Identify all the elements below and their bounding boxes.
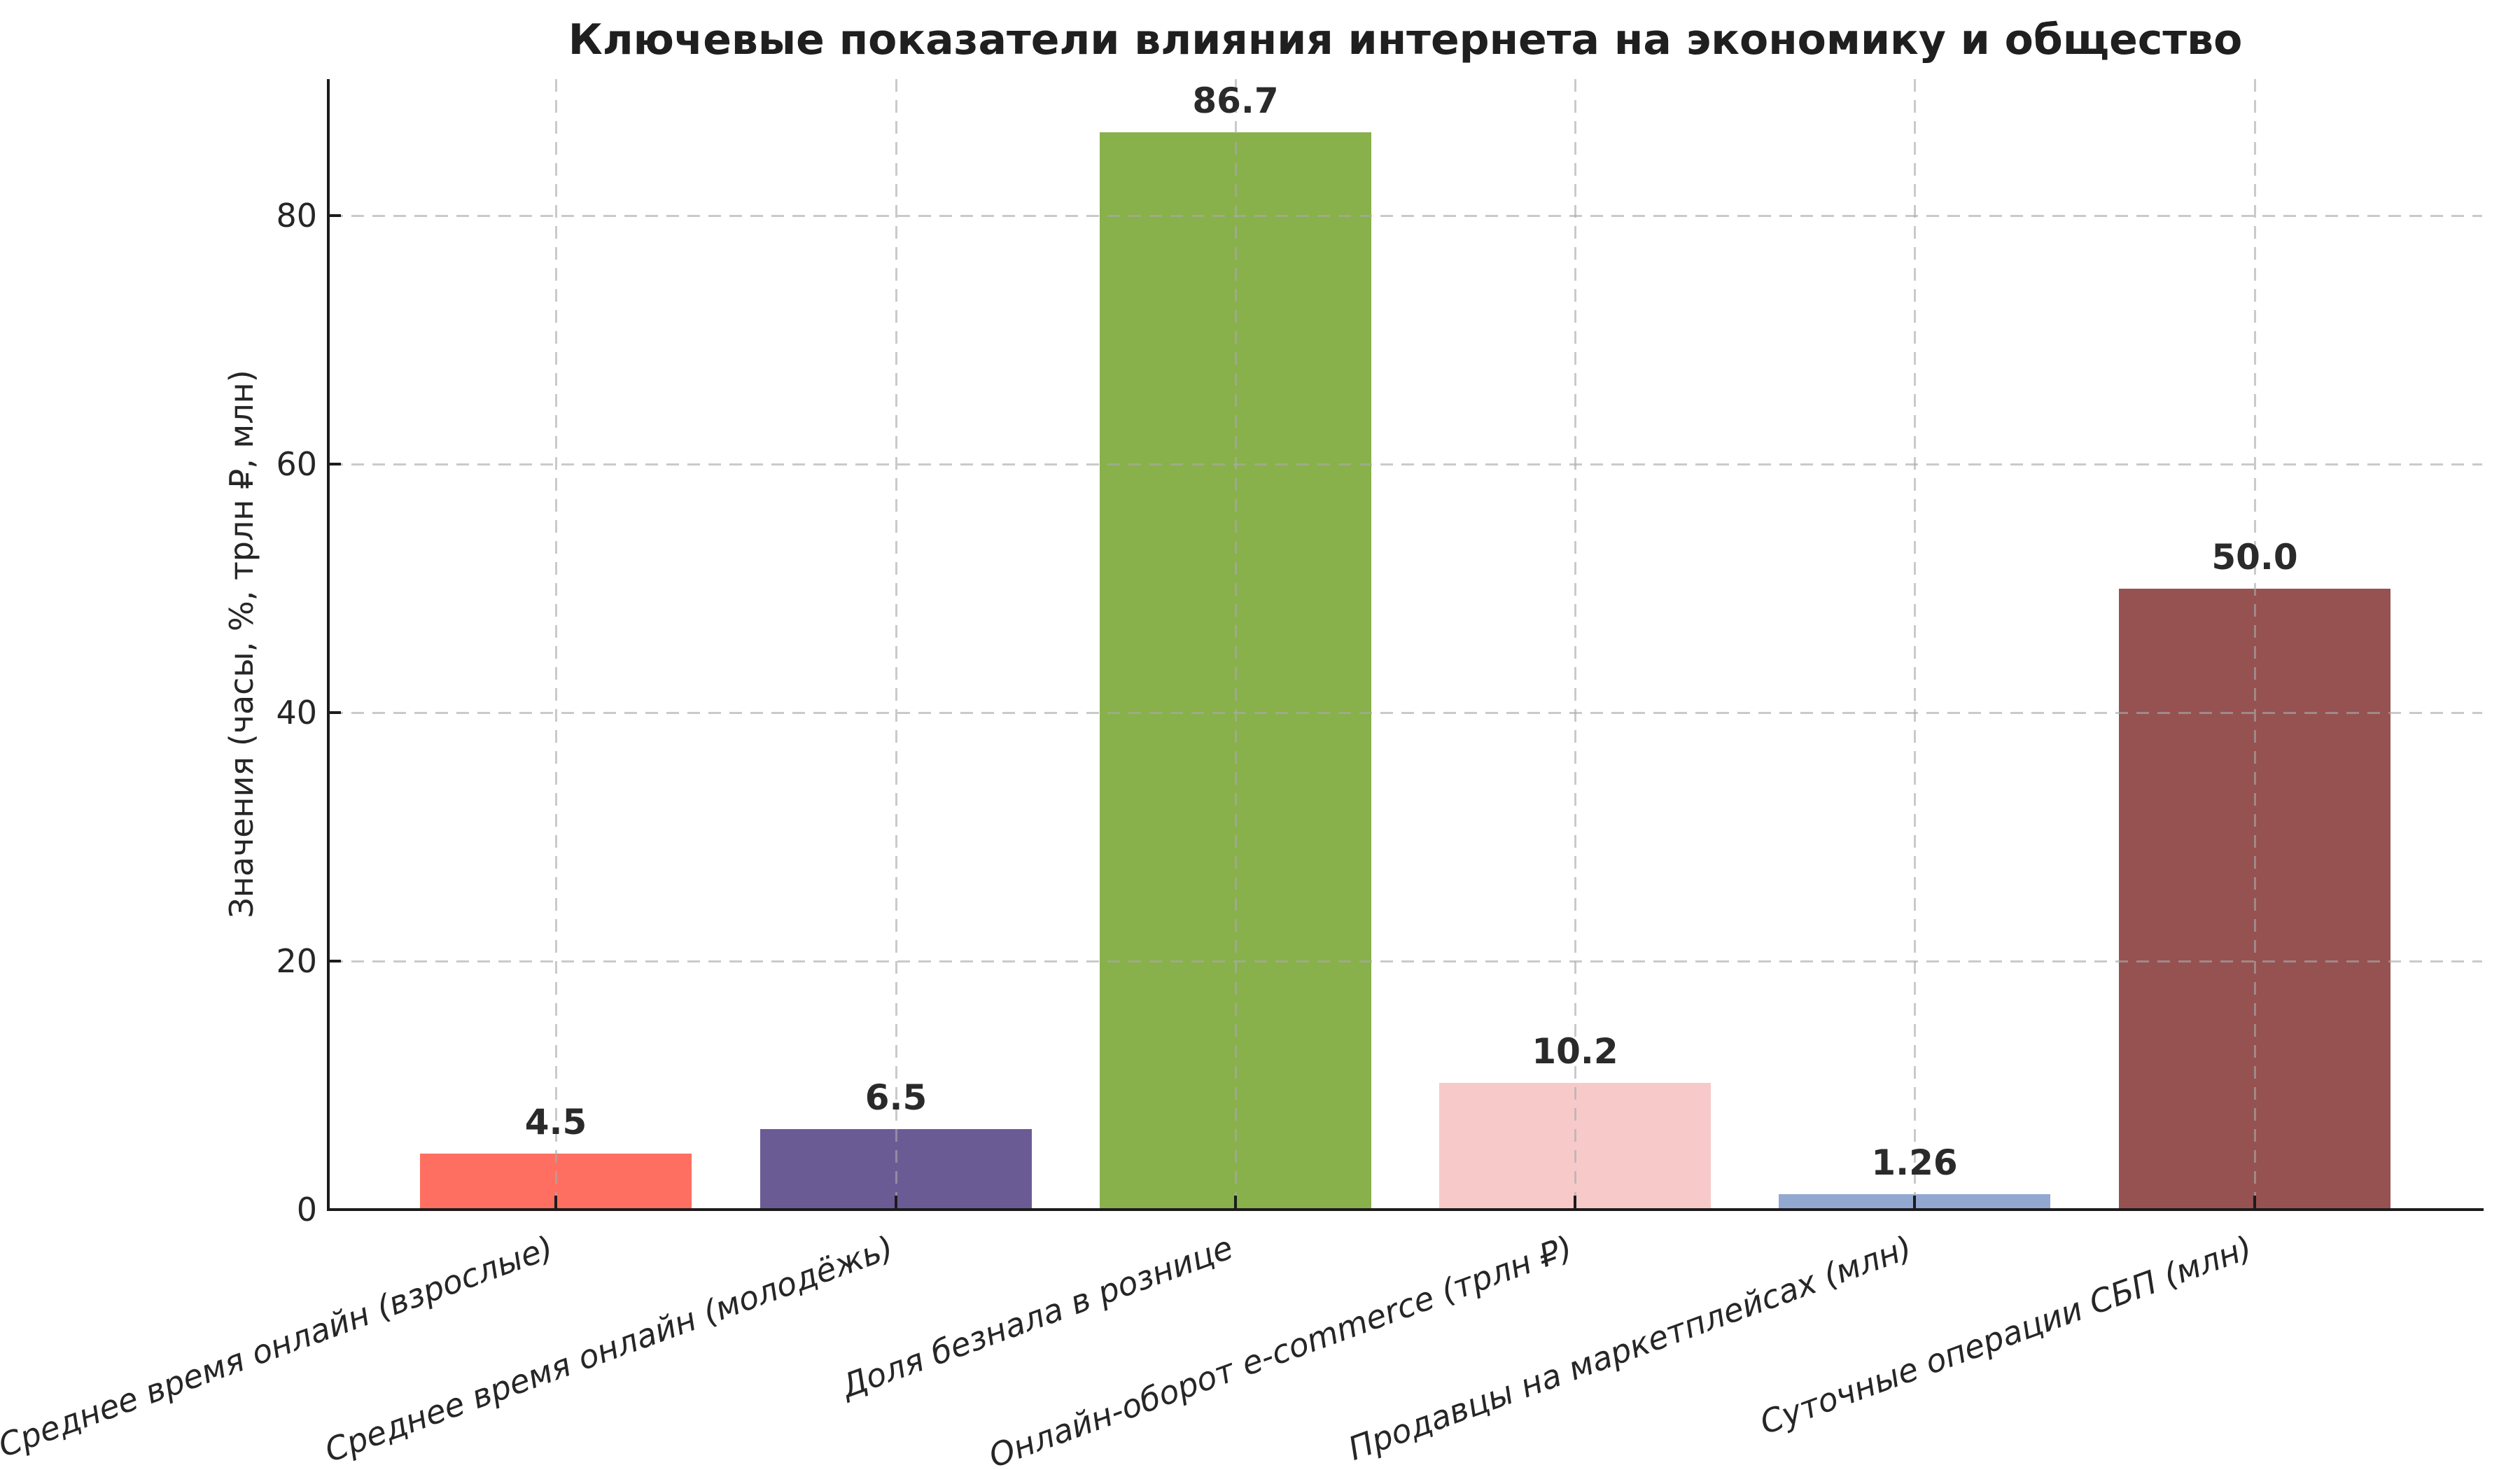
x-tick-mark (895, 1196, 897, 1208)
gridline-vertical (895, 79, 897, 1210)
gridline-vertical (1574, 79, 1576, 1210)
bar-value-label: 4.5 (524, 1102, 587, 1142)
bar-value-label: 6.5 (864, 1077, 927, 1118)
bar-value-label: 86.7 (1192, 80, 1279, 121)
gridline-vertical (555, 79, 557, 1210)
chart-title: Ключевые показатели влияния интернета на… (568, 15, 2243, 64)
x-tick-mark (1574, 1196, 1576, 1208)
x-tick-label: Среднее время онлайн (молодёжь) (319, 1228, 899, 1470)
y-tick-label: 20 (276, 942, 317, 980)
y-tick-label: 80 (276, 197, 317, 234)
y-tick-mark (328, 214, 341, 217)
y-tick-mark (328, 711, 341, 714)
gridline-vertical (1235, 79, 1237, 1210)
gridline-horizontal (330, 960, 2482, 962)
bar-value-label: 50.0 (2211, 537, 2298, 578)
x-tick-label: Продавцы на маркетплейсах (млн) (1343, 1228, 1917, 1468)
y-tick-label: 40 (276, 694, 317, 732)
bar-value-label: 10.2 (1532, 1031, 1618, 1072)
y-tick-mark (328, 463, 341, 465)
gridline-vertical (2254, 79, 2256, 1210)
x-tick-mark (1234, 1196, 1237, 1208)
x-tick-label: Онлайн-оборот e-commerce (трлн ₽) (983, 1228, 1578, 1470)
y-axis-spine (327, 79, 330, 1211)
gridline-horizontal (330, 712, 2482, 714)
x-tick-mark (2253, 1196, 2256, 1208)
bar-value-label: 1.26 (1871, 1142, 1958, 1183)
y-tick-label: 60 (276, 445, 317, 483)
gridline-vertical (1914, 79, 1916, 1210)
gridline-horizontal (330, 463, 2482, 465)
x-tick-label: Среднее время онлайн (взрослые) (0, 1228, 559, 1465)
x-tick-mark (554, 1196, 557, 1208)
y-tick-label: 0 (296, 1191, 317, 1228)
gridline-horizontal (330, 215, 2482, 217)
x-axis-spine (327, 1208, 2484, 1211)
y-tick-mark (328, 960, 341, 962)
x-tick-mark (1913, 1196, 1916, 1208)
